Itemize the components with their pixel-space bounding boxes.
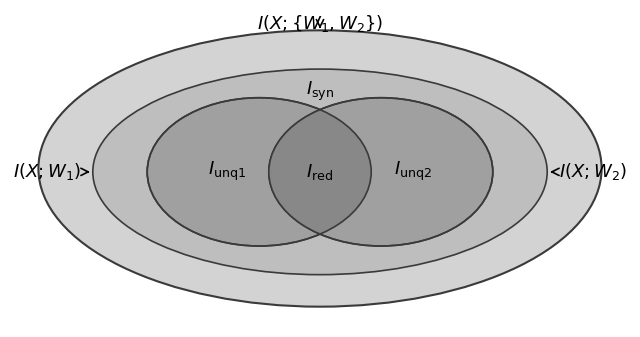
Text: $I_{\mathrm{red}}$: $I_{\mathrm{red}}$ (307, 162, 333, 182)
Text: $I(X;W_1)$: $I(X;W_1)$ (13, 161, 88, 182)
Ellipse shape (269, 98, 493, 246)
Text: $I_{\mathrm{syn}}$: $I_{\mathrm{syn}}$ (306, 80, 334, 102)
Text: $I_{\mathrm{unq1}}$: $I_{\mathrm{unq1}}$ (208, 160, 246, 183)
Text: $I(X;\{W_1,W_2\})$: $I(X;\{W_1,W_2\})$ (257, 13, 383, 34)
Ellipse shape (38, 30, 602, 307)
Text: $I_{\mathrm{unq2}}$: $I_{\mathrm{unq2}}$ (394, 160, 432, 183)
Ellipse shape (93, 69, 547, 275)
Ellipse shape (269, 98, 493, 246)
Ellipse shape (147, 98, 371, 246)
Text: $I(X;W_2)$: $I(X;W_2)$ (552, 161, 627, 182)
Ellipse shape (147, 98, 371, 246)
